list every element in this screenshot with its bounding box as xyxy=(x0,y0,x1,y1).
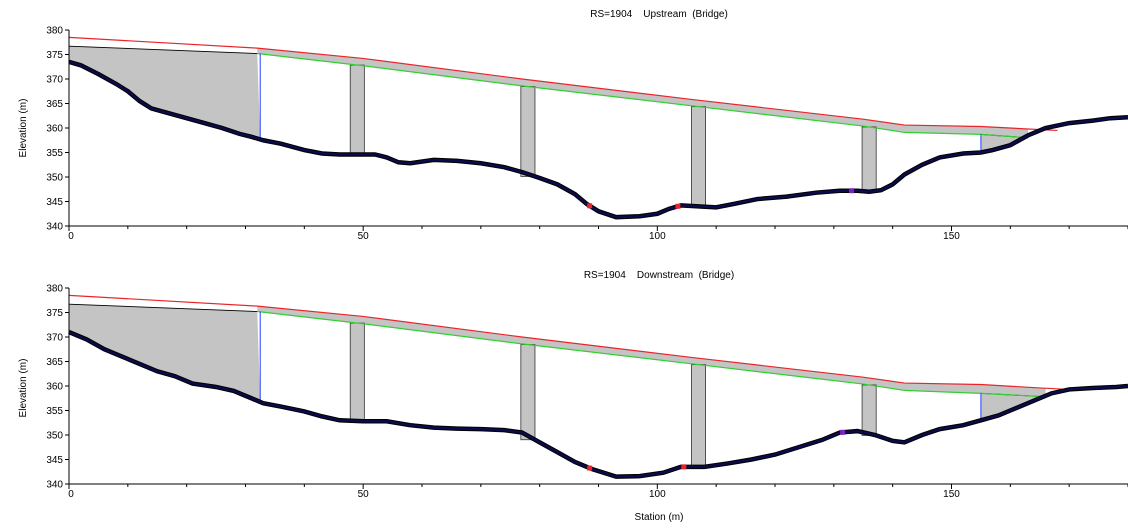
upstream-levee-marker-1 xyxy=(848,188,854,194)
downstream-y-tick-label: 370 xyxy=(46,333,63,344)
downstream-y-tick-label: 380 xyxy=(46,284,63,295)
downstream-y-tick-label: 365 xyxy=(46,357,63,368)
downstream-y-tick-label: 350 xyxy=(46,431,63,442)
downstream-bank-station-marker-1 xyxy=(587,465,593,471)
upstream-x-tick-label: 150 xyxy=(943,231,960,242)
downstream-low-chord-line xyxy=(257,310,1046,398)
upstream-pier-3 xyxy=(691,106,706,208)
downstream-levee-marker-1 xyxy=(840,429,846,435)
downstream-y-tick-label: 345 xyxy=(46,455,63,466)
downstream-y-tick-label: 375 xyxy=(46,308,63,319)
upstream-panel-title: RS=1904 Upstream (Bridge) xyxy=(590,9,728,20)
upstream-y-tick-label: 355 xyxy=(46,148,63,159)
downstream-y-tick-label: 360 xyxy=(46,382,63,393)
upstream-y-tick-label: 345 xyxy=(46,197,63,208)
upstream-low-chord-line xyxy=(257,52,1029,139)
upstream-left-ineffective-fill xyxy=(69,46,261,140)
downstream-x-tick-label: 50 xyxy=(358,489,370,500)
downstream-pier-1 xyxy=(349,322,365,422)
downstream-y-tick-label: 355 xyxy=(46,406,63,417)
upstream-x-tick-label: 100 xyxy=(649,231,666,242)
upstream-left-chord-line xyxy=(68,45,258,54)
upstream-y-tick-label: 360 xyxy=(46,124,63,135)
downstream-x-tick-label: 150 xyxy=(943,489,960,500)
downstream-y-axis-label: Elevation (m) xyxy=(18,359,29,418)
downstream-pier-4 xyxy=(861,384,877,436)
downstream-high-chord-line xyxy=(68,294,1070,391)
upstream-y-tick-label: 380 xyxy=(46,26,63,37)
upstream-high-chord-line xyxy=(68,36,1058,132)
upstream-bank-station-marker-1 xyxy=(587,203,593,209)
upstream-y-axis-label: Elevation (m) xyxy=(18,99,29,158)
upstream-x-tick-label: 50 xyxy=(358,231,370,242)
upstream-deck-fill xyxy=(257,48,1028,138)
upstream-y-tick-label: 340 xyxy=(46,222,63,233)
downstream-panel-title: RS=1904 Downstream (Bridge) xyxy=(584,270,734,281)
upstream-y-tick-label: 365 xyxy=(46,99,63,110)
upstream-ground-line xyxy=(68,60,1128,219)
downstream-ground-line xyxy=(68,330,1128,478)
upstream-panel: RS=1904 Upstream (Bridge) 340 345 350 355 36… xyxy=(46,9,1128,242)
upstream-x-tick-label: 0 xyxy=(68,231,74,242)
upstream-pier-1 xyxy=(349,64,365,155)
upstream-y-tick-label: 370 xyxy=(46,75,63,86)
upstream-y-tick-label: 375 xyxy=(46,50,63,61)
downstream-left-ineffective-fill xyxy=(69,304,261,402)
downstream-bank-station-marker-2 xyxy=(681,464,687,470)
downstream-pier-2 xyxy=(520,344,536,441)
downstream-x-tick-label: 0 xyxy=(68,489,74,500)
upstream-pier-2 xyxy=(520,86,536,177)
upstream-bank-station-marker-2 xyxy=(675,203,681,209)
downstream-pier-3 xyxy=(691,364,706,468)
x-axis-label: Station (m) xyxy=(635,512,684,523)
downstream-panel: RS=1904 Downstream (Bridge) 340 345 350 355… xyxy=(46,270,1128,500)
downstream-y-tick-label: 340 xyxy=(46,480,63,491)
downstream-left-chord-line xyxy=(68,303,258,312)
upstream-pier-4 xyxy=(861,126,877,192)
upstream-y-tick-label: 350 xyxy=(46,173,63,184)
downstream-x-tick-label: 100 xyxy=(649,489,666,500)
